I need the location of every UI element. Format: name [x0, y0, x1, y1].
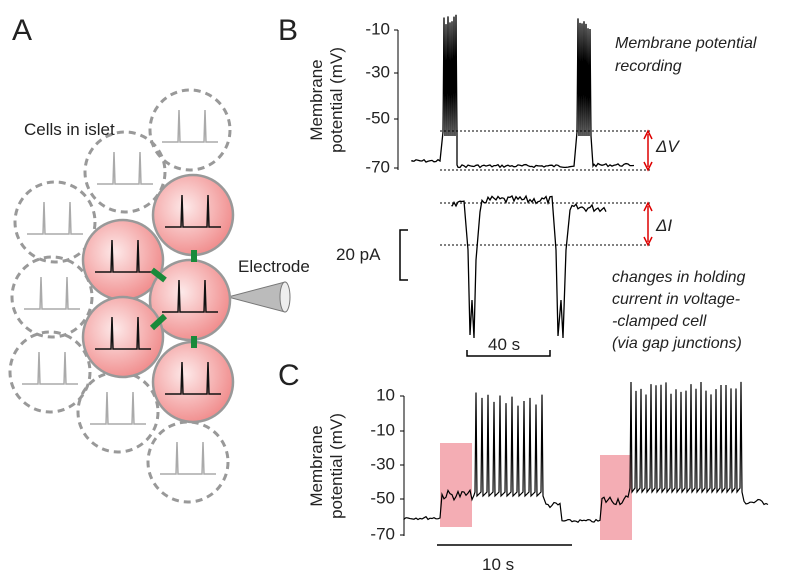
y-tick-label: -70	[365, 157, 390, 176]
cell-outline	[148, 88, 232, 172]
current-trace	[451, 194, 607, 339]
current-scale: 20 pA	[336, 245, 381, 264]
cells-label: Cells in islet	[24, 120, 115, 139]
cell-trace	[97, 151, 153, 185]
y-axis-label: potential (mV)	[327, 413, 346, 519]
time-scale: 10 s	[482, 555, 514, 574]
cell-trace	[162, 109, 218, 143]
cell-outline	[76, 370, 160, 454]
delta-v: ΔV	[655, 137, 680, 156]
current-scale-bar	[399, 229, 408, 281]
coupled-cell	[81, 295, 165, 379]
electrode-label: Electrode	[238, 257, 310, 276]
cell-outline	[146, 420, 230, 504]
coupled-cell	[151, 173, 235, 257]
coupled-cell	[151, 340, 235, 424]
y-tick-label: -70	[370, 524, 395, 543]
voltage-trace	[403, 381, 769, 523]
y-axis-label: Membrane	[307, 59, 326, 140]
cell-outline	[8, 330, 92, 414]
electrode	[226, 281, 286, 313]
cell-outline	[13, 180, 97, 264]
cell-trace	[165, 194, 221, 228]
y-axis-label: potential (mV)	[327, 47, 346, 153]
cell-trace	[160, 441, 216, 475]
y-tick-label: -10	[365, 19, 390, 38]
cell-outline	[10, 255, 94, 339]
coupled-cell	[148, 258, 232, 342]
arrow-head	[643, 129, 653, 172]
cell-trace	[165, 361, 221, 395]
y-tick-label: -50	[370, 488, 395, 507]
highlight	[440, 443, 472, 527]
time-scale: 40 s	[488, 335, 520, 354]
electrode-tip	[279, 281, 291, 313]
y-tick-label: -10	[370, 420, 395, 439]
y-tick-label: -30	[365, 62, 390, 81]
note: recording	[615, 58, 682, 75]
highlight	[600, 455, 632, 540]
cell-trace	[95, 239, 151, 273]
cell-trace	[27, 201, 83, 235]
cell-trace	[162, 279, 218, 313]
note: Membrane potential	[615, 35, 757, 52]
drawing-layer	[8, 14, 769, 546]
y-tick-label: 10	[376, 385, 395, 404]
cell-trace	[24, 276, 80, 310]
cell-trace	[95, 316, 151, 350]
panel-label: A	[12, 14, 32, 47]
arrow-head	[643, 201, 653, 247]
note: -clamped cell	[612, 313, 707, 330]
y-tick-label: -30	[370, 454, 395, 473]
cell-outline	[83, 130, 167, 214]
panel-label: B	[278, 14, 298, 47]
gap-junction	[149, 313, 168, 331]
cell-trace	[22, 351, 78, 385]
gap-junction	[150, 267, 167, 283]
note: changes in holding	[612, 269, 746, 286]
voltage-trace	[411, 14, 635, 169]
time-scale-bar	[466, 350, 551, 357]
delta-i: ΔI	[655, 216, 672, 235]
cell-trace	[90, 391, 146, 425]
y-axis-label: Membrane	[307, 425, 326, 506]
note: (via gap junctions)	[612, 335, 742, 352]
y-tick-label: -50	[365, 108, 390, 127]
note: current in voltage-	[612, 291, 740, 308]
panel-label: C	[278, 359, 300, 392]
